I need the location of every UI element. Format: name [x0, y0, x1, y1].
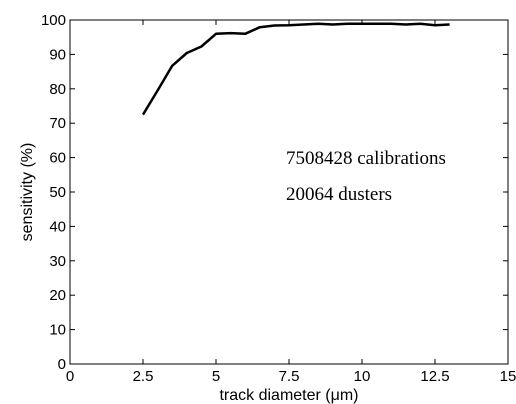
annotation-calibrations: 7508428 calibrations [286, 148, 446, 169]
x-axis-label: track diameter (μm) [219, 387, 358, 404]
x-tick-label: 15 [500, 368, 516, 385]
x-tick-label: 2.5 [133, 368, 154, 385]
y-tick-label: 80 [49, 81, 66, 98]
series-group [141, 22, 450, 116]
annotation-dusters: 20064 dusters [286, 184, 392, 205]
y-tick-label: 0 [58, 356, 66, 373]
y-tick-label: 100 [41, 12, 66, 29]
y-tick-label: 30 [49, 253, 66, 270]
y-axis-ticks: 0 10 20 30 40 50 60 70 80 90 100 [41, 12, 508, 373]
y-tick-label: 60 [49, 150, 66, 167]
y-tick-label: 40 [49, 218, 66, 235]
x-tick-label: 0 [66, 368, 74, 385]
x-tick-label: 5 [212, 368, 220, 385]
y-axis-label: sensitivity (%) [19, 143, 36, 242]
x-tick-label: 7.5 [279, 368, 300, 385]
y-tick-label: 50 [49, 184, 66, 201]
x-tick-label: 10 [354, 368, 371, 385]
y-tick-label: 10 [49, 322, 66, 339]
y-tick-label: 90 [49, 46, 66, 63]
y-tick-label: 70 [49, 115, 66, 132]
plot-area [69, 19, 509, 365]
x-tick-label: 12.5 [420, 368, 449, 385]
x-axis-ticks: 0 2.5 5 7.5 10 12.5 15 [66, 20, 516, 385]
sensitivity-line [141, 22, 450, 116]
y-tick-label: 20 [49, 287, 66, 304]
